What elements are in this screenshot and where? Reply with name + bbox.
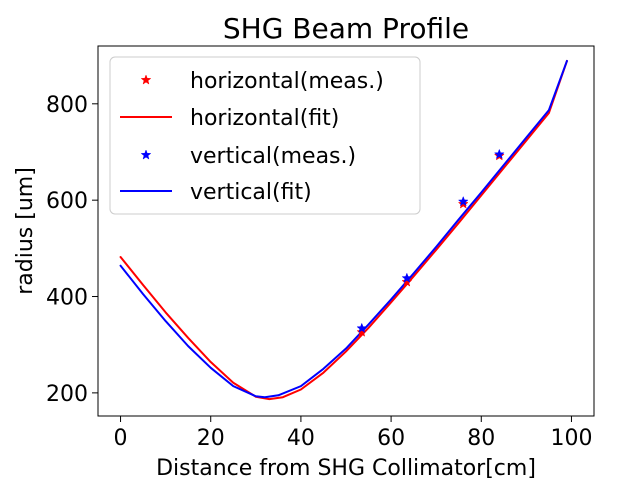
fit-curves — [119, 59, 568, 401]
series-line-3 — [119, 59, 568, 399]
y-tick-label: 600 — [46, 189, 88, 214]
chart-title: SHG Beam Profile — [223, 12, 469, 45]
series-point-2 — [356, 322, 368, 333]
measurement-markers — [356, 148, 505, 337]
legend: horizontal(meas.) horizontal(fit) vertical… — [109, 56, 421, 215]
axes-frame — [97, 45, 595, 417]
x-axis: 0 20 40 60 80 100 — [114, 416, 592, 451]
legend-label: vertical(meas.) — [190, 144, 356, 169]
x-tick-label: 0 — [114, 426, 128, 451]
legend-star-swatch — [140, 74, 152, 85]
y-axis: 200 400 600 800 — [46, 93, 98, 407]
y-axis-label: radius [um] — [13, 167, 38, 295]
series-point-2 — [401, 272, 413, 283]
y-tick-label: 400 — [46, 286, 88, 311]
legend-label: vertical(fit) — [190, 180, 312, 205]
legend-box — [109, 56, 421, 215]
y-tick-label: 800 — [46, 93, 88, 118]
series-point-0 — [356, 326, 368, 337]
x-axis-label: Distance from SHG Collimator[cm] — [156, 456, 536, 481]
x-tick-label: 40 — [287, 426, 315, 451]
x-tick-label: 20 — [197, 426, 225, 451]
x-tick-label: 60 — [377, 426, 405, 451]
x-tick-label: 100 — [550, 426, 592, 451]
series-point-2 — [493, 148, 505, 160]
y-tick-label: 200 — [46, 382, 88, 407]
series-point-2 — [457, 195, 469, 207]
legend-label: horizontal(fit) — [190, 106, 339, 131]
legend-star-swatch — [140, 149, 152, 160]
series-line-1 — [119, 59, 568, 401]
series-point-0 — [401, 276, 413, 287]
x-tick-label: 80 — [467, 426, 495, 451]
plot-area — [97, 45, 595, 417]
legend-label: horizontal(meas.) — [190, 69, 384, 94]
